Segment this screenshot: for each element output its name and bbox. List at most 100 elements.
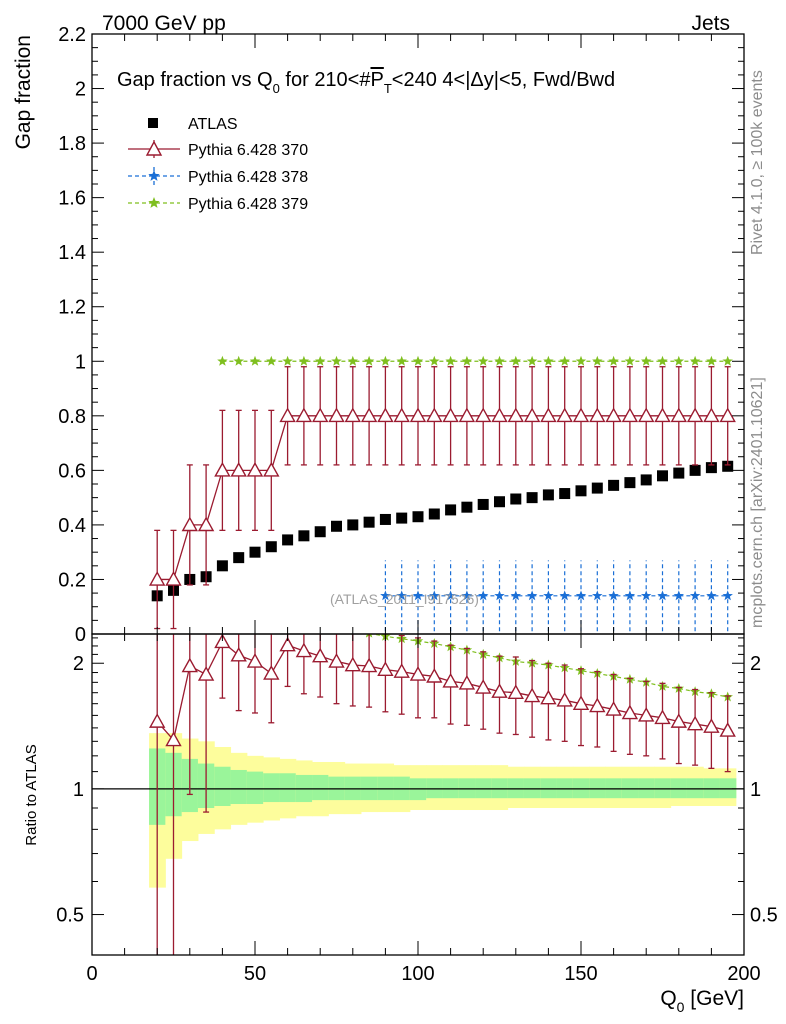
pythia-379-point [429, 355, 440, 366]
pythia-370-point [328, 407, 345, 423]
pythia-379-point [396, 355, 407, 366]
ratio-pythia-370-point [312, 647, 329, 663]
atlas-point [477, 498, 489, 510]
ratio-pythia-370-point [703, 718, 720, 733]
pythia-379-point [592, 355, 603, 366]
pythia-379-point [363, 355, 375, 366]
ratio-pythia-370-point [507, 684, 524, 699]
pythia-370-point [312, 407, 329, 423]
pythia-370-point [605, 407, 622, 423]
pythia-370-point [719, 407, 736, 423]
pythia-370-point [703, 407, 720, 423]
atlas-point [461, 501, 473, 513]
legend-entry-pythia-379: Pythia 6.428 379 [128, 196, 308, 213]
x-label-unit: [GeV] [684, 987, 744, 1010]
pythia-379-point [380, 355, 391, 366]
ratio-pythia-370-point [377, 661, 394, 676]
atlas-point [314, 526, 326, 538]
main-y-tick-label: 2 [75, 79, 86, 101]
main-data-layer [149, 355, 736, 632]
ratio-band-green [214, 766, 232, 806]
ratio-pythia-370-point [360, 657, 378, 673]
legend-marker-atlas [148, 118, 158, 128]
ratio-pythia-370-point [670, 713, 687, 728]
atlas-point [298, 530, 310, 542]
pythia-370-point [360, 407, 378, 423]
ratio-pythia-370-point [246, 652, 264, 668]
atlas-point [510, 493, 522, 505]
pythia-379-point [608, 355, 619, 366]
pythia-379-point [722, 355, 733, 366]
pythia-378-point [494, 590, 505, 601]
atlas-point [363, 516, 375, 528]
ratio-pythia-370-point [605, 701, 622, 716]
pythia-378-point [559, 590, 570, 601]
pythia-378-point [706, 590, 717, 601]
pythia-378-point [429, 590, 440, 601]
pythia-379-point [445, 355, 456, 366]
pythia-378-point [445, 590, 456, 601]
pythia-370-point [442, 407, 459, 423]
atlas-point [233, 552, 245, 564]
ratio-pythia-370-point [638, 706, 655, 722]
header-energy-label: 7000 GeV pp [102, 12, 226, 35]
x-tick-label: 0 [86, 963, 97, 985]
ratio-pythia-370-point [328, 652, 345, 668]
legend-marker-pythia-370 [145, 140, 163, 156]
ratio-pythia-370-point [165, 731, 182, 747]
rivet-version-label: Rivet 4.1.0, ≥ 100k events [749, 70, 766, 255]
pythia-370-point [149, 571, 166, 586]
pythia-378-point [543, 590, 554, 601]
pythia-378-point [657, 590, 668, 601]
ratio-pythia-370-point [589, 697, 606, 713]
title-part-b: for 210<# [280, 69, 372, 91]
ratio-pythia-370-point [654, 709, 671, 725]
main-y-tick-label: 0.2 [58, 569, 86, 591]
mcplots-reference-label: mcplots.cern.ch [arXiv:2401.10621] [749, 377, 766, 628]
plot-title: Gap fraction vs Q0 for 210<#PT<240 4<|Δy… [117, 69, 615, 96]
pythia-370-point [475, 407, 492, 423]
atlas-point [216, 560, 228, 572]
pythia-378-point [510, 590, 522, 601]
ratio-pythia-370-point [295, 642, 313, 658]
title-part-a: Gap fraction vs Q [117, 69, 273, 91]
ratio-pythia-370-point [540, 689, 557, 705]
pythia-370-point [214, 461, 231, 477]
pythia-379-point [282, 355, 293, 366]
pythia-370-point [638, 407, 655, 423]
main-y-tick-label: 0.6 [58, 460, 86, 482]
main-y-tick-label: 0 [75, 624, 86, 646]
legend-entry-atlas: ATLAS [148, 116, 238, 133]
pythia-378-point [722, 590, 733, 601]
ratio-pythia-370-point [719, 722, 736, 737]
x-tick-label: 200 [727, 963, 760, 985]
legend-marker-pythia-379 [148, 197, 160, 208]
main-y-tick-label: 0.4 [58, 515, 86, 537]
main-y-axis-label: Gap fraction [12, 35, 35, 149]
pythia-370-point [540, 407, 557, 423]
pythia-379-point [217, 355, 228, 366]
ratio-pythia-370-point [409, 666, 427, 681]
atlas-point [559, 488, 571, 500]
ratio-pythia-370-point [556, 691, 573, 707]
pythia-370-point [246, 461, 264, 477]
x-label-q: Q [660, 987, 676, 1010]
pythia-378-point [592, 590, 603, 601]
atlas-point [526, 492, 538, 504]
legend-label-pythia-370: Pythia 6.428 370 [188, 142, 308, 159]
pythia-378-point [575, 590, 587, 601]
pythia-379-point [314, 355, 326, 366]
pythia-379-point [477, 355, 489, 366]
ratio-band-green [230, 769, 248, 805]
legend-entry-pythia-370: Pythia 6.428 370 [128, 140, 308, 159]
pythia-370-point [426, 407, 443, 423]
pythia-378-point [412, 590, 424, 601]
main-y-tick-label: 2.2 [58, 24, 86, 46]
atlas-point [265, 541, 277, 553]
ratio-pythia-379-point [365, 634, 373, 638]
ratio-pythia-370-point [344, 656, 361, 672]
pythia-370-point [686, 407, 704, 423]
pythia-379-point [298, 355, 310, 366]
header-process-label: Jets [691, 12, 730, 35]
